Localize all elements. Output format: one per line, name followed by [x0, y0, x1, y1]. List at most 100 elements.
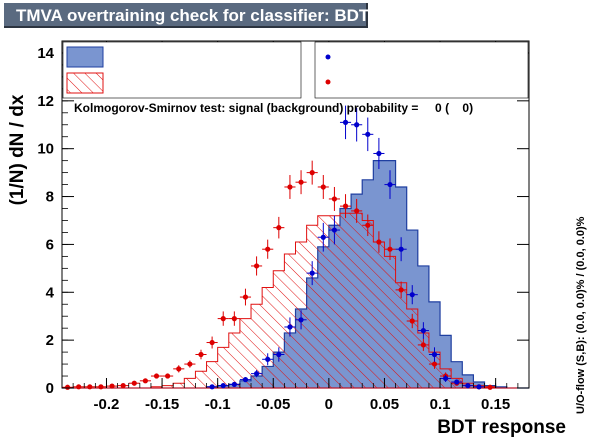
- signal-point: [317, 222, 329, 252]
- background-marker: [209, 339, 215, 346]
- signal-marker: [287, 324, 293, 330]
- background-point: [106, 383, 118, 389]
- y-tick-label: 6: [46, 236, 54, 253]
- signal-marker: [342, 119, 349, 125]
- signal-point: [328, 215, 340, 245]
- signal-point: [217, 383, 229, 389]
- x-tick-label: 0.05: [370, 396, 399, 413]
- signal-point: [451, 379, 463, 385]
- signal-marker: [265, 356, 271, 362]
- signal-marker: [220, 383, 226, 389]
- signal-marker: [320, 234, 326, 240]
- y-tick-label: 4: [46, 284, 55, 301]
- signal-marker: [331, 227, 338, 233]
- background-marker: [298, 179, 304, 185]
- background-point: [173, 365, 185, 373]
- background-point: [395, 281, 407, 299]
- background-marker: [387, 246, 393, 252]
- ks-label: Kolmogorov-Smirnov test: signal (backgro…: [74, 101, 419, 115]
- background-point: [117, 383, 129, 389]
- signal-marker: [420, 327, 426, 334]
- background-point: [306, 160, 318, 185]
- y-tick-label: 12: [37, 93, 54, 110]
- background-marker: [153, 373, 160, 379]
- background-marker: [431, 361, 438, 367]
- signal-marker: [376, 150, 382, 157]
- signal-marker: [398, 246, 404, 252]
- legend-signal-swatch: [66, 46, 104, 68]
- background-marker: [309, 170, 315, 176]
- signal-point: [339, 105, 352, 140]
- signal-point: [440, 374, 452, 383]
- background-marker: [487, 384, 493, 390]
- background-marker: [320, 184, 326, 190]
- overflow-note: U/O-flow (S,B): (0.0, 0.0)% / (0.0, 0.0)…: [575, 216, 587, 414]
- legend-background-point: [325, 79, 331, 85]
- signal-point: [384, 170, 396, 199]
- background-marker: [409, 318, 415, 324]
- signal-point: [395, 237, 407, 262]
- background-point: [239, 288, 252, 306]
- background-point: [484, 384, 496, 390]
- signal-marker: [309, 270, 315, 276]
- background-marker: [265, 246, 271, 252]
- signal-point: [306, 261, 318, 286]
- background-marker: [342, 203, 349, 209]
- background-marker: [276, 225, 282, 231]
- legend: [62, 41, 529, 99]
- y-tick-label: 10: [37, 141, 54, 158]
- background-point: [295, 170, 307, 195]
- background-point: [328, 186, 340, 211]
- background-marker: [98, 384, 104, 390]
- x-tick-label: 0.1: [430, 396, 451, 413]
- signal-marker: [443, 375, 449, 382]
- signal-point: [362, 117, 374, 152]
- background-point: [228, 311, 240, 326]
- background-marker: [376, 239, 382, 245]
- background-point: [417, 338, 429, 351]
- background-point: [128, 380, 140, 386]
- background-point: [262, 239, 274, 259]
- background-point: [284, 175, 296, 199]
- signal-marker: [242, 377, 249, 383]
- ks-signal-prob: 0: [435, 101, 442, 115]
- background-marker: [165, 373, 171, 379]
- background-marker: [176, 366, 182, 372]
- background-point: [184, 360, 196, 368]
- y-tick-label: 0: [46, 380, 54, 397]
- background-point: [351, 198, 363, 223]
- y-tick-label: 8: [46, 189, 54, 206]
- background-point: [139, 378, 151, 384]
- signal-marker: [454, 379, 460, 385]
- signal-marker: [409, 292, 415, 298]
- background-point: [95, 384, 107, 390]
- y-tick-label: 14: [37, 45, 54, 62]
- background-marker: [187, 361, 193, 367]
- signal-point: [206, 384, 218, 390]
- legend-background-swatch: [66, 72, 104, 94]
- legend-box-right: [314, 41, 529, 99]
- background-point: [150, 373, 163, 379]
- background-point: [206, 336, 218, 349]
- signal-point: [262, 353, 274, 366]
- background-marker: [109, 383, 115, 389]
- x-tick-label: -0.1: [205, 396, 231, 413]
- background-marker: [365, 222, 371, 228]
- chart-title: TMVA overtraining check for classifier: …: [4, 3, 369, 28]
- y-axis-title: (1/N) dN / dx: [7, 94, 28, 205]
- background-point: [384, 238, 396, 260]
- signal-point: [295, 310, 307, 330]
- background-marker: [420, 342, 426, 348]
- background-marker: [287, 184, 293, 190]
- background-point: [217, 311, 229, 326]
- x-tick-label: 0.15: [481, 396, 510, 413]
- background-point: [339, 194, 352, 219]
- signal-point: [284, 317, 296, 337]
- signal-marker: [253, 371, 260, 377]
- ks-test-text: Kolmogorov-Smirnov test: signal (backgro…: [74, 101, 474, 115]
- background-marker: [142, 378, 148, 384]
- background-point: [362, 214, 374, 237]
- background-point: [406, 313, 418, 329]
- background-point: [162, 373, 174, 379]
- signal-marker: [365, 131, 371, 137]
